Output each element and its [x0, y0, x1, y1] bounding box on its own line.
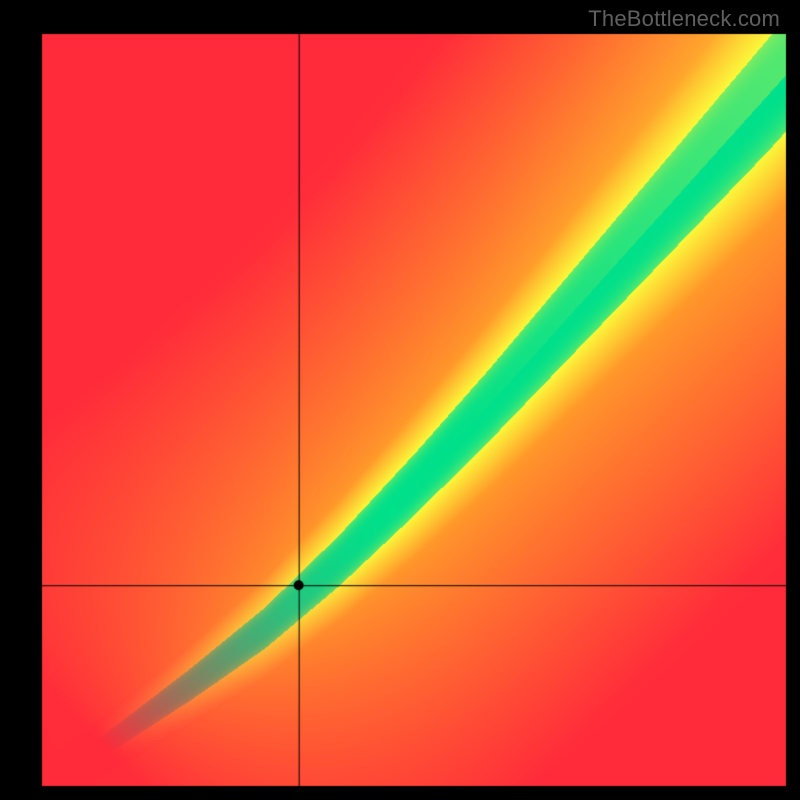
- watermark-text: TheBottleneck.com: [588, 6, 780, 32]
- bottleneck-heatmap-canvas: [0, 0, 800, 800]
